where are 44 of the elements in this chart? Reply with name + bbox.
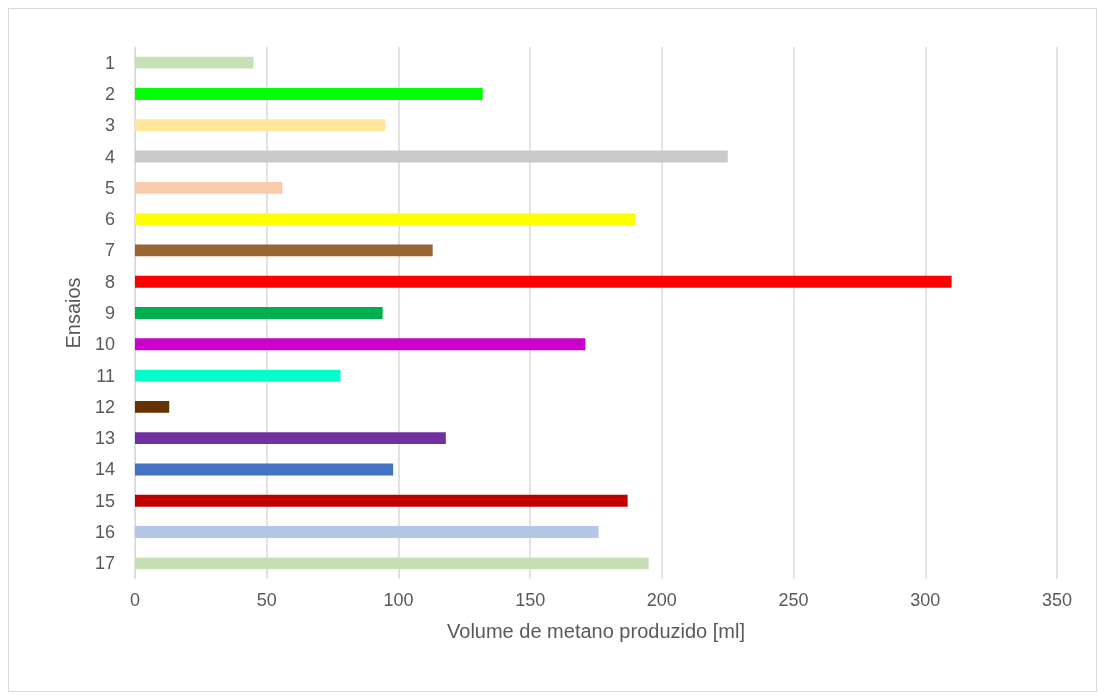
x-tick-label: 300 bbox=[910, 590, 941, 610]
bar bbox=[135, 88, 483, 100]
y-tick-label: 13 bbox=[94, 428, 115, 449]
bar bbox=[135, 557, 649, 570]
y-tick-label: 10 bbox=[94, 334, 115, 355]
bar bbox=[135, 307, 383, 319]
bar bbox=[135, 463, 394, 476]
x-tick-label: 350 bbox=[1041, 590, 1073, 610]
y-tick-label: 8 bbox=[104, 271, 115, 292]
y-tick-label: 6 bbox=[104, 209, 115, 230]
bar bbox=[135, 244, 433, 257]
y-tick-label: 11 bbox=[96, 365, 115, 386]
bar bbox=[135, 338, 586, 351]
y-tick-label: 3 bbox=[104, 115, 115, 136]
x-tick-label: 250 bbox=[778, 590, 809, 610]
x-tick-label: 100 bbox=[383, 590, 414, 610]
y-tick-label: 7 bbox=[104, 240, 115, 261]
x-tick-label: 50 bbox=[256, 590, 277, 610]
x-tick-label: 0 bbox=[129, 590, 141, 610]
y-tick-label: 5 bbox=[104, 177, 115, 198]
y-tick-label: 16 bbox=[94, 522, 115, 543]
bar bbox=[135, 56, 254, 69]
bar bbox=[135, 213, 636, 226]
y-tick-label: 9 bbox=[104, 303, 115, 323]
y-axis-title: Ensaios bbox=[62, 277, 84, 349]
bar bbox=[135, 150, 728, 163]
bar bbox=[135, 400, 170, 413]
bar bbox=[135, 369, 341, 382]
y-tick-label: 4 bbox=[104, 146, 115, 167]
bar bbox=[135, 119, 386, 132]
bar bbox=[135, 181, 283, 194]
bar bbox=[135, 275, 952, 288]
y-tick-label: 15 bbox=[94, 490, 115, 511]
x-tick-label: 200 bbox=[646, 590, 677, 610]
x-axis-title: Volume de metano produzido [ml] bbox=[447, 620, 745, 642]
y-tick-label: 2 bbox=[104, 83, 115, 104]
y-tick-label: 17 bbox=[94, 553, 115, 574]
x-tick-label: 150 bbox=[515, 590, 546, 610]
bar bbox=[135, 526, 599, 538]
y-tick-label: 12 bbox=[94, 396, 115, 417]
y-tick-label: 1 bbox=[104, 52, 115, 73]
y-tick-label: 14 bbox=[94, 459, 115, 480]
bar bbox=[135, 494, 628, 507]
bar bbox=[135, 432, 446, 445]
